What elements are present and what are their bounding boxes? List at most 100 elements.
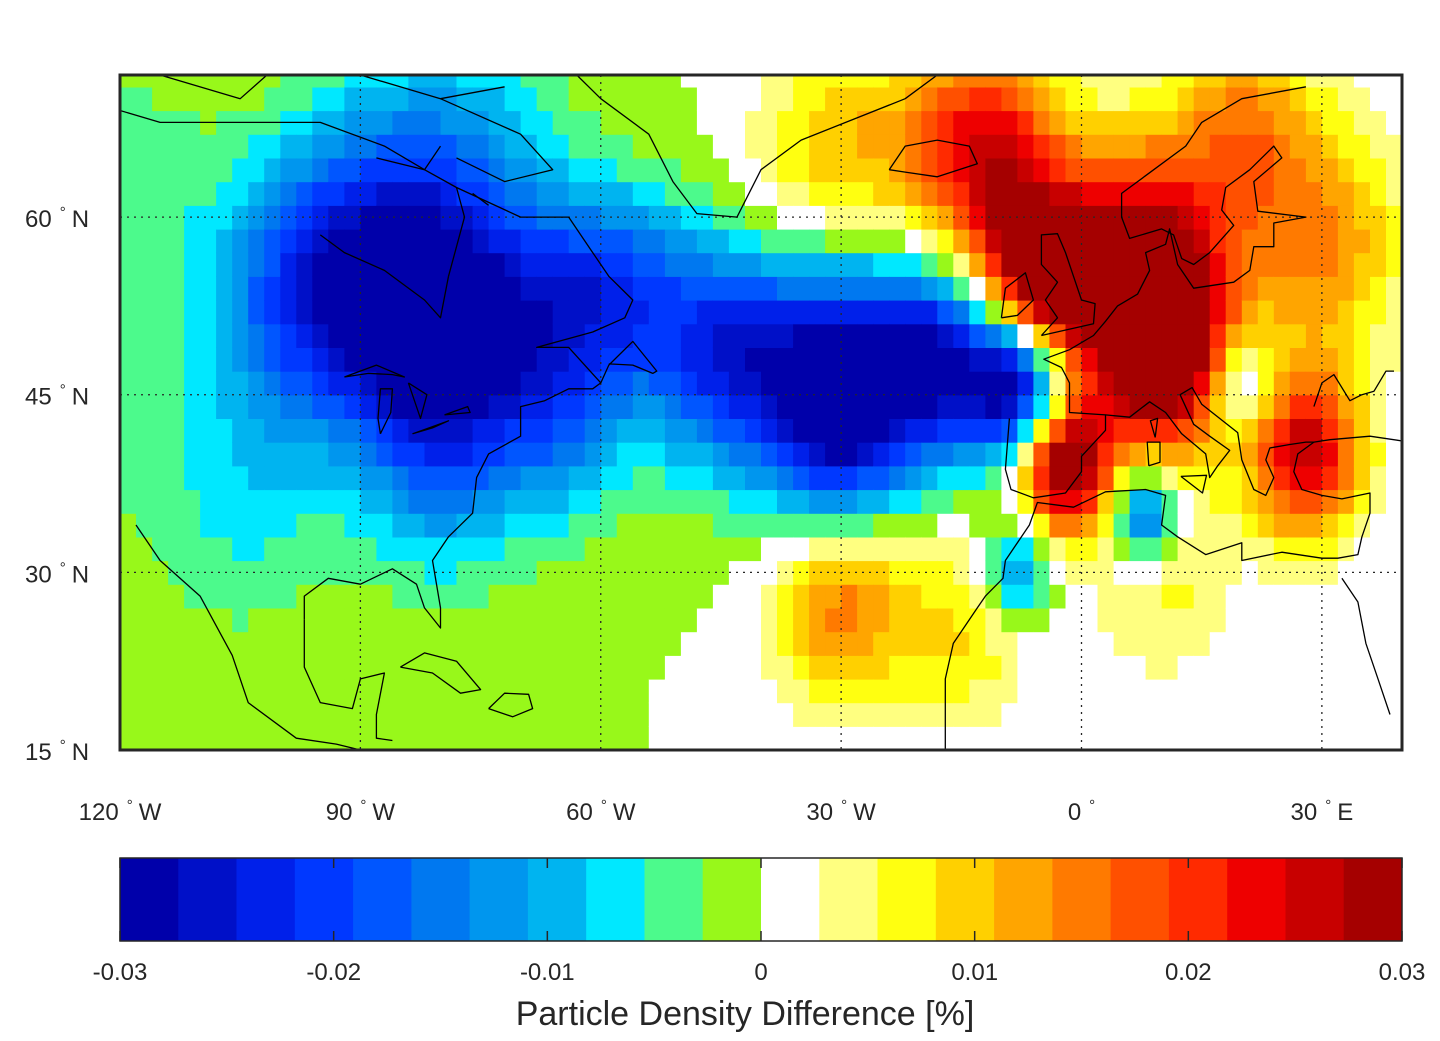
field-cell: [985, 371, 1002, 396]
field-cell: [809, 536, 826, 562]
field-cell: [504, 631, 522, 656]
field-cell: [1081, 678, 1099, 704]
field-cell: [1193, 276, 1211, 301]
field-cell: [1129, 276, 1147, 301]
field-cell: [504, 489, 522, 514]
field-cell: [985, 75, 1002, 88]
field-cell: [712, 678, 730, 704]
field-cell: [1129, 418, 1147, 443]
field-cell: [664, 394, 682, 419]
field-cell: [745, 252, 762, 277]
field-cell: [632, 300, 650, 325]
field-cell: [392, 323, 409, 348]
field-cell: [1193, 394, 1211, 419]
field-cell: [761, 394, 778, 419]
colorbar-tick-label: -0.03: [93, 959, 148, 986]
field-cell: [1337, 678, 1355, 704]
field-cell: [648, 228, 666, 254]
field-cell: [777, 465, 794, 491]
field-cell: [1273, 75, 1291, 88]
field-cell: [777, 86, 794, 112]
field-cell: [312, 513, 329, 538]
field-cell: [152, 418, 169, 443]
field-cell: [1321, 584, 1339, 609]
field-cell: [969, 110, 986, 135]
field-cell: [969, 442, 986, 467]
field-cell: [312, 228, 329, 254]
field-cell: [440, 75, 458, 88]
field-cell: [1273, 607, 1291, 633]
colorbar-swatch: [761, 858, 820, 941]
field-cell: [296, 560, 313, 585]
field-cell: [809, 631, 826, 656]
field-cell: [536, 86, 554, 112]
field-cell: [728, 110, 746, 135]
field-cell: [312, 276, 329, 301]
latitude-tick-labels: 60 ° N45 ° N30 ° N15 ° N: [25, 204, 89, 766]
field-cell: [664, 157, 682, 183]
field-cell: [168, 631, 185, 656]
field-cell: [1209, 371, 1227, 396]
field-cell: [1129, 702, 1147, 727]
field-cell: [793, 276, 810, 301]
field-cell: [985, 536, 1002, 562]
field-cell: [712, 607, 730, 633]
field-cell: [1321, 560, 1339, 585]
field-cell: [200, 584, 217, 609]
field-cell: [456, 371, 474, 396]
field-cell: [456, 228, 474, 254]
field-cell: [584, 300, 602, 325]
field-cell: [1321, 86, 1339, 112]
coastline: [135, 524, 361, 750]
field-cell: [392, 418, 409, 443]
field-cell: [504, 75, 522, 88]
field-cell: [616, 584, 634, 609]
colorbar-swatch: [1052, 858, 1112, 941]
field-cell: [905, 276, 922, 301]
field-cell: [584, 110, 602, 135]
field-cell: [1337, 276, 1355, 301]
field-cell: [728, 371, 746, 396]
field-cell: [360, 394, 377, 419]
field-cell: [536, 442, 554, 467]
field-cell: [985, 702, 1002, 727]
field-cell: [761, 607, 778, 633]
field-cell: [1209, 418, 1227, 443]
field-cell: [825, 465, 842, 491]
field-cell: [488, 205, 506, 230]
field-cell: [488, 513, 506, 538]
field-cell: [777, 394, 794, 419]
field-cell: [296, 228, 313, 254]
field-cell: [1081, 513, 1099, 538]
field-cell: [777, 228, 794, 254]
field-cell: [600, 465, 618, 491]
field-cell: [296, 323, 313, 348]
field-cell: [136, 678, 153, 704]
field-cell: [728, 300, 746, 325]
coastline: [344, 364, 406, 378]
field-cell: [136, 560, 153, 585]
field-cell: [873, 678, 890, 704]
field-cell: [136, 489, 153, 514]
field-cell: [248, 442, 265, 467]
field-cell: [536, 252, 554, 277]
field-cell: [488, 371, 506, 396]
field-cell: [1033, 513, 1050, 538]
field-cell: [280, 584, 297, 609]
lat-lon-gridlines: [120, 75, 1402, 750]
field-cell: [424, 300, 442, 325]
field-cell: [761, 323, 778, 348]
field-cell: [841, 110, 858, 135]
field-cell: [1065, 631, 1083, 656]
field-cell: [456, 489, 474, 514]
field-cell: [168, 465, 185, 491]
field-cell: [921, 726, 938, 750]
field-cell: [328, 394, 345, 419]
field-cell: [600, 157, 618, 183]
field-cell: [1049, 157, 1066, 183]
field-cell: [1161, 442, 1179, 467]
field-cell: [745, 489, 762, 514]
field-cell: [632, 75, 650, 88]
field-cell: [857, 655, 874, 680]
field-cell: [937, 442, 954, 467]
